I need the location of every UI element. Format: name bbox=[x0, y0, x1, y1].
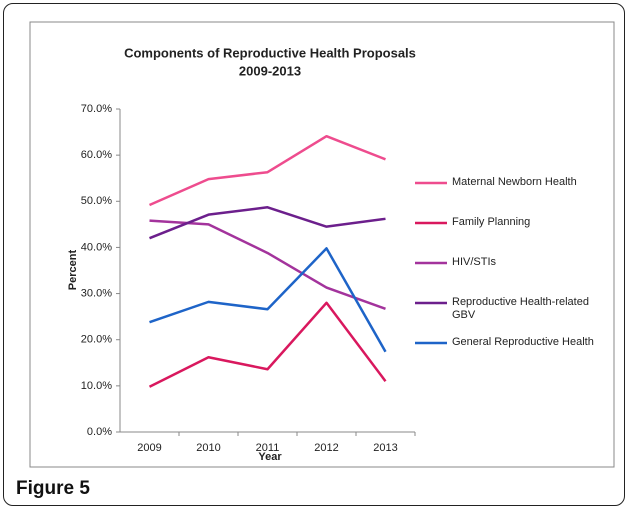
chart-subtitle: 2009-2013 bbox=[239, 63, 301, 78]
y-tick-label: 70.0% bbox=[81, 103, 112, 115]
y-tick-label: 10.0% bbox=[81, 380, 112, 392]
legend-label: Reproductive Health-related GBV bbox=[452, 296, 589, 321]
legend-item: General Reproductive Health bbox=[415, 336, 615, 376]
y-tick-label: 50.0% bbox=[81, 195, 112, 207]
y-tick-label: 20.0% bbox=[81, 334, 112, 346]
legend-label: Maternal Newborn Health bbox=[452, 176, 577, 188]
y-tick-label: 30.0% bbox=[81, 287, 112, 299]
figure-caption: Figure 5 bbox=[16, 478, 90, 499]
x-axis-label: Year bbox=[258, 451, 282, 463]
legend-item: Reproductive Health-related GBV bbox=[415, 296, 615, 336]
legend-label: HIV/STIs bbox=[452, 256, 497, 268]
legend-label: Family Planning bbox=[452, 216, 531, 228]
legend-swatch bbox=[415, 301, 447, 305]
legend-swatch bbox=[415, 181, 447, 185]
x-tick-label: 2011 bbox=[256, 442, 280, 454]
y-tick-label: 40.0% bbox=[81, 241, 112, 253]
x-tick-label: 2013 bbox=[373, 442, 397, 454]
x-tick-label: 2010 bbox=[196, 442, 220, 454]
y-tick-label: 60.0% bbox=[81, 149, 112, 161]
series-line bbox=[148, 134, 386, 207]
legend-label: General Reproductive Health bbox=[452, 336, 594, 348]
legend: Maternal Newborn Health Family Planning HI… bbox=[415, 176, 615, 376]
series-line bbox=[149, 206, 386, 240]
y-tick-label: 0.0% bbox=[87, 426, 112, 438]
legend-swatch bbox=[415, 261, 447, 265]
chart-border bbox=[29, 21, 615, 468]
y-axis-label: Percent bbox=[67, 249, 79, 290]
legend-swatch bbox=[415, 341, 447, 345]
series-line bbox=[148, 301, 387, 388]
chart-title: Components of Reproductive Health Propos… bbox=[124, 45, 416, 60]
x-tick-label: 2012 bbox=[314, 442, 338, 454]
x-tick-label: 2009 bbox=[137, 442, 161, 454]
figure-frame bbox=[3, 3, 625, 506]
series-line bbox=[149, 219, 386, 310]
legend-item: Maternal Newborn Health bbox=[415, 176, 615, 216]
legend-swatch bbox=[415, 221, 447, 225]
legend-item: HIV/STIs bbox=[415, 256, 615, 296]
legend-item: Family Planning bbox=[415, 216, 615, 256]
series-line bbox=[149, 247, 387, 353]
